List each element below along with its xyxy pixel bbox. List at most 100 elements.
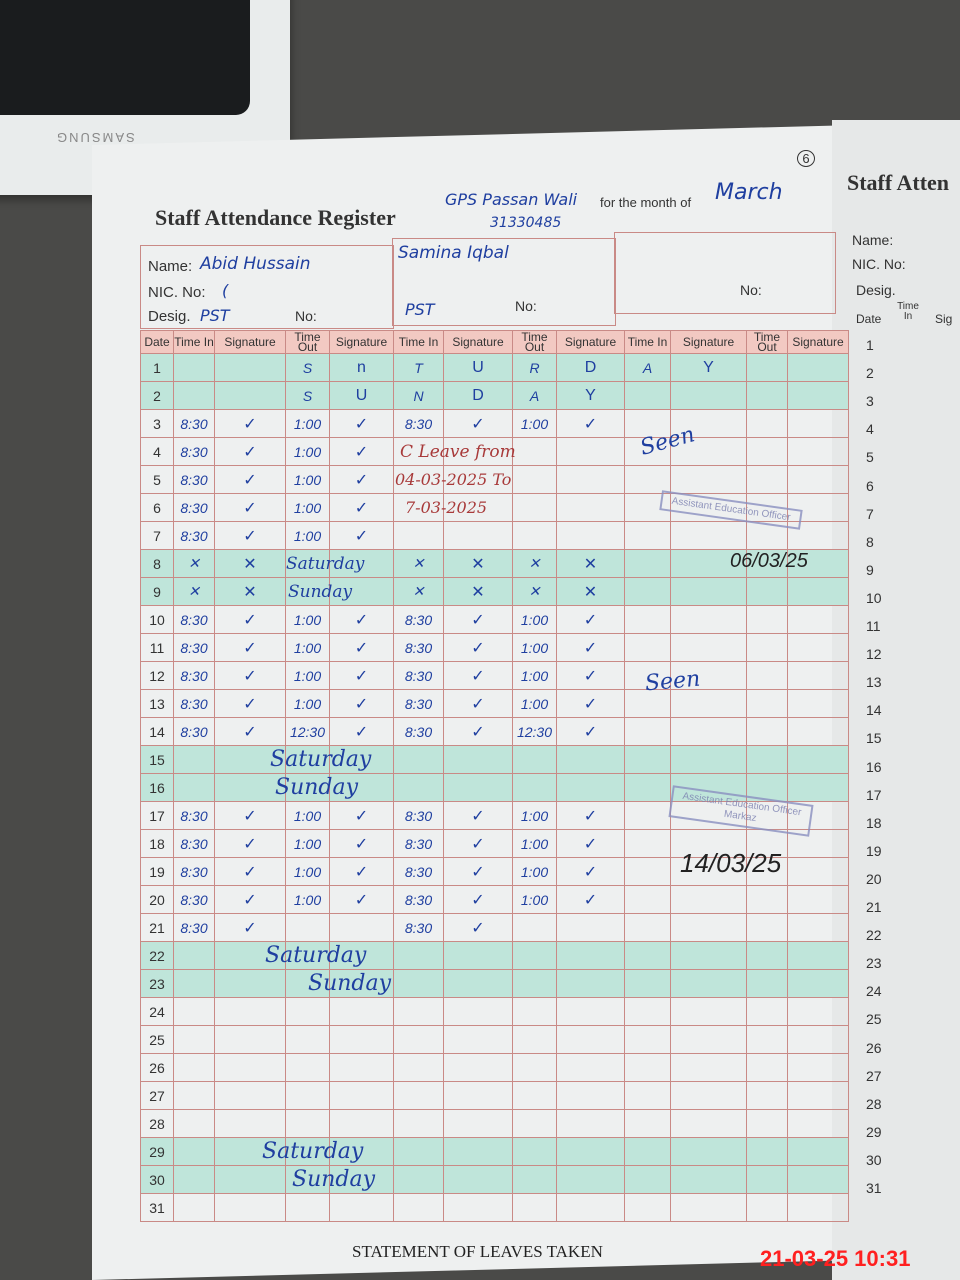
signature-cell — [670, 969, 747, 998]
time-cell — [393, 521, 444, 550]
signature-cell: ✓ — [214, 437, 286, 466]
signature-cell: ✓ — [329, 857, 394, 886]
signature-cell: D — [443, 381, 513, 410]
header-signature: Signature — [443, 330, 513, 354]
time-cell: 12:30 — [285, 717, 330, 746]
next-page-date: 30 — [866, 1151, 882, 1168]
month-value: March — [715, 180, 783, 205]
date-cell: 16 — [140, 773, 174, 802]
time-cell — [173, 1165, 215, 1194]
signature-cell — [214, 1081, 286, 1110]
time-cell — [393, 1165, 444, 1194]
time-cell: 8:30 — [173, 437, 215, 466]
table-row: 31 — [140, 1193, 849, 1222]
phone-brand: SAMSUNG — [55, 130, 135, 145]
signature-cell: ✕ — [556, 549, 625, 578]
signature-cell — [329, 745, 394, 774]
signature-cell — [329, 969, 394, 998]
date-cell: 19 — [140, 857, 174, 886]
signature-cell: ✓ — [329, 689, 394, 718]
signature-cell — [556, 941, 625, 970]
staff-3-no-label: No: — [740, 282, 762, 298]
time-cell: 1:00 — [512, 661, 557, 690]
time-cell: 8:30 — [173, 465, 215, 494]
date-cell: 28 — [140, 1109, 174, 1138]
signature-cell: ✓ — [214, 913, 286, 942]
signature-cell: ✓ — [214, 689, 286, 718]
time-cell — [512, 1193, 557, 1222]
signature-cell: ✓ — [443, 885, 513, 914]
time-cell: 8:30 — [173, 829, 215, 858]
signature-cell: ✓ — [329, 521, 394, 550]
date-cell: 7 — [140, 521, 174, 550]
signature-cell — [556, 969, 625, 998]
signature-cell — [787, 409, 849, 438]
time-cell: 8:30 — [173, 885, 215, 914]
signature-cell — [787, 913, 849, 942]
page-number: 6 — [797, 150, 815, 167]
signature-cell: ✓ — [329, 605, 394, 634]
signature-cell — [443, 773, 513, 802]
signature-cell — [670, 941, 747, 970]
time-cell — [746, 1109, 788, 1138]
date-cell: 9 — [140, 577, 174, 606]
date-cell: 3 — [140, 409, 174, 438]
table-row: 18 8:30 ✓ 1:00 ✓ 8:30 ✓ 1:00 ✓ — [140, 829, 849, 858]
next-page — [832, 120, 960, 1280]
next-page-date: 14 — [866, 702, 882, 719]
time-cell — [393, 1053, 444, 1082]
time-cell: ✕ — [173, 549, 215, 578]
time-cell: 1:00 — [512, 857, 557, 886]
staff-2-name: Samina Iqbal — [398, 243, 509, 263]
date-cell: 26 — [140, 1053, 174, 1082]
signature-cell — [556, 1109, 625, 1138]
signature-cell: ✓ — [214, 605, 286, 634]
table-row: 26 — [140, 1053, 849, 1082]
time-cell — [393, 1137, 444, 1166]
time-cell — [285, 577, 330, 606]
signature-cell: ✓ — [329, 885, 394, 914]
time-cell: T — [393, 353, 444, 382]
desig-label: Desig. — [148, 308, 191, 325]
signature-cell — [443, 1165, 513, 1194]
table-row: 9 ✕ ✕ ✕ ✕ ✕ ✕ — [140, 577, 849, 606]
next-page-date: 3 — [866, 393, 874, 410]
time-cell — [746, 689, 788, 718]
time-cell: ✕ — [173, 577, 215, 606]
remark-seen-2: Seen — [643, 666, 702, 697]
signature-cell — [670, 745, 747, 774]
signature-cell — [787, 717, 849, 746]
next-page-date: 10 — [866, 589, 882, 606]
signature-cell: ✕ — [443, 549, 513, 578]
signature-cell — [214, 997, 286, 1026]
table-row: 23 — [140, 969, 849, 998]
time-cell — [512, 1165, 557, 1194]
table-row: 30 — [140, 1165, 849, 1194]
time-cell — [746, 353, 788, 382]
time-cell — [512, 969, 557, 998]
signature-cell — [443, 1137, 513, 1166]
signature-cell: ✓ — [443, 913, 513, 942]
time-cell: 1:00 — [285, 689, 330, 718]
time-cell: 8:30 — [173, 717, 215, 746]
date-cell: 14 — [140, 717, 174, 746]
signature-cell — [670, 1081, 747, 1110]
time-cell — [746, 1081, 788, 1110]
table-row: 28 — [140, 1109, 849, 1138]
next-page-date: 8 — [866, 533, 874, 550]
signature-cell — [670, 521, 747, 550]
time-cell: A — [624, 353, 671, 382]
time-cell: 12:30 — [512, 717, 557, 746]
time-cell — [285, 1025, 330, 1054]
next-name-label: Name: — [852, 232, 894, 248]
time-cell — [393, 941, 444, 970]
signature-cell: ✓ — [329, 437, 394, 466]
signature-cell — [787, 885, 849, 914]
signature-cell: ✕ — [214, 549, 286, 578]
staff-2-desig: PST — [405, 300, 435, 319]
time-cell — [624, 829, 671, 858]
leave-statement-heading: STATEMENT OF LEAVES TAKEN — [352, 1242, 603, 1261]
next-sig-header: Sig — [935, 312, 953, 326]
time-cell — [393, 1081, 444, 1110]
signature-cell — [787, 1081, 849, 1110]
